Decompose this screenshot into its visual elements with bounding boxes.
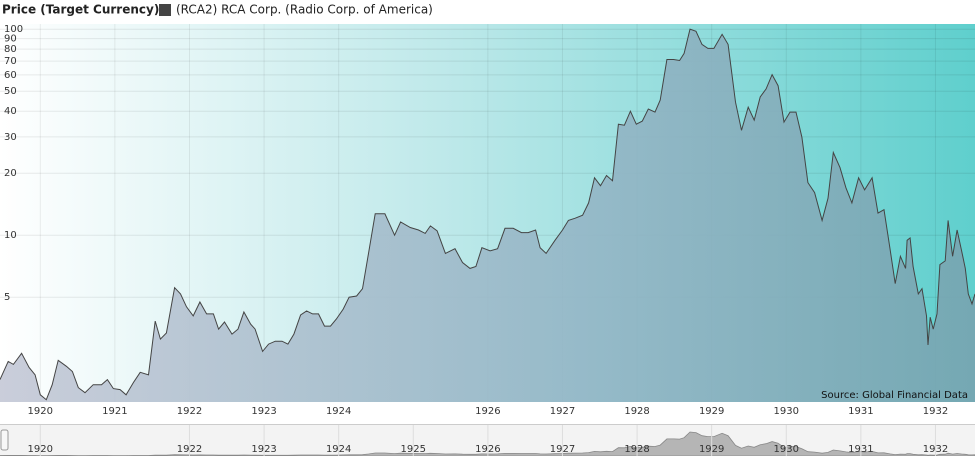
- navigator-tick-label: 1920: [28, 444, 53, 455]
- navigator-tick-label: 1924: [326, 444, 351, 455]
- y-tick-label: 50: [4, 86, 17, 97]
- navigator-tick-label: 1931: [848, 444, 873, 455]
- navigator-tick-label: 1923: [251, 444, 276, 455]
- y-tick-label: 60: [4, 70, 17, 81]
- x-tick-label: 1930: [774, 406, 799, 417]
- y-tick-label: 5: [4, 292, 10, 303]
- y-tick-label: 10: [4, 230, 17, 241]
- y-tick-label: 90: [4, 34, 17, 45]
- x-tick-label: 1927: [550, 406, 575, 417]
- y-tick-label: 40: [4, 106, 17, 117]
- navigator-tick-label: 1928: [624, 444, 649, 455]
- legend-title: Price (Target Currency): [2, 3, 159, 17]
- x-tick-label: 1932: [923, 406, 948, 417]
- x-tick-label: 1924: [326, 406, 351, 417]
- x-tick-label: 1929: [699, 406, 724, 417]
- x-tick-label: 1921: [102, 406, 127, 417]
- x-tick-label: 1926: [475, 406, 500, 417]
- navigator-tick-label: 1932: [923, 444, 948, 455]
- navigator-tick-label: 1922: [177, 444, 202, 455]
- navigator-handle[interactable]: [0, 429, 9, 451]
- y-tick-label: 30: [4, 132, 17, 143]
- y-tick-label: 80: [4, 44, 17, 55]
- navigator-tick-label: 1930: [774, 444, 799, 455]
- price-line: [0, 28, 975, 401]
- navigator-tick-label: 1925: [401, 444, 426, 455]
- navigator-tick-label: 1929: [699, 444, 724, 455]
- navigator-tick-label: 1927: [550, 444, 575, 455]
- area-fill: [0, 29, 975, 402]
- x-tick-label: 1928: [624, 406, 649, 417]
- source-note: Source: Global Financial Data: [821, 390, 968, 401]
- x-tick-label: 1923: [251, 406, 276, 417]
- y-tick-label: 70: [4, 56, 17, 67]
- x-tick-label: 1931: [848, 406, 873, 417]
- legend-swatch: [159, 4, 171, 16]
- navigator-tick-label: 1926: [475, 444, 500, 455]
- x-tick-label: 1920: [28, 406, 53, 417]
- y-tick-label: 100: [4, 24, 23, 35]
- y-tick-label: 20: [4, 168, 17, 179]
- legend-label: (RCA2) RCA Corp. (Radio Corp. of America…: [176, 3, 433, 17]
- x-tick-label: 1922: [177, 406, 202, 417]
- navigator-area: [0, 431, 975, 456]
